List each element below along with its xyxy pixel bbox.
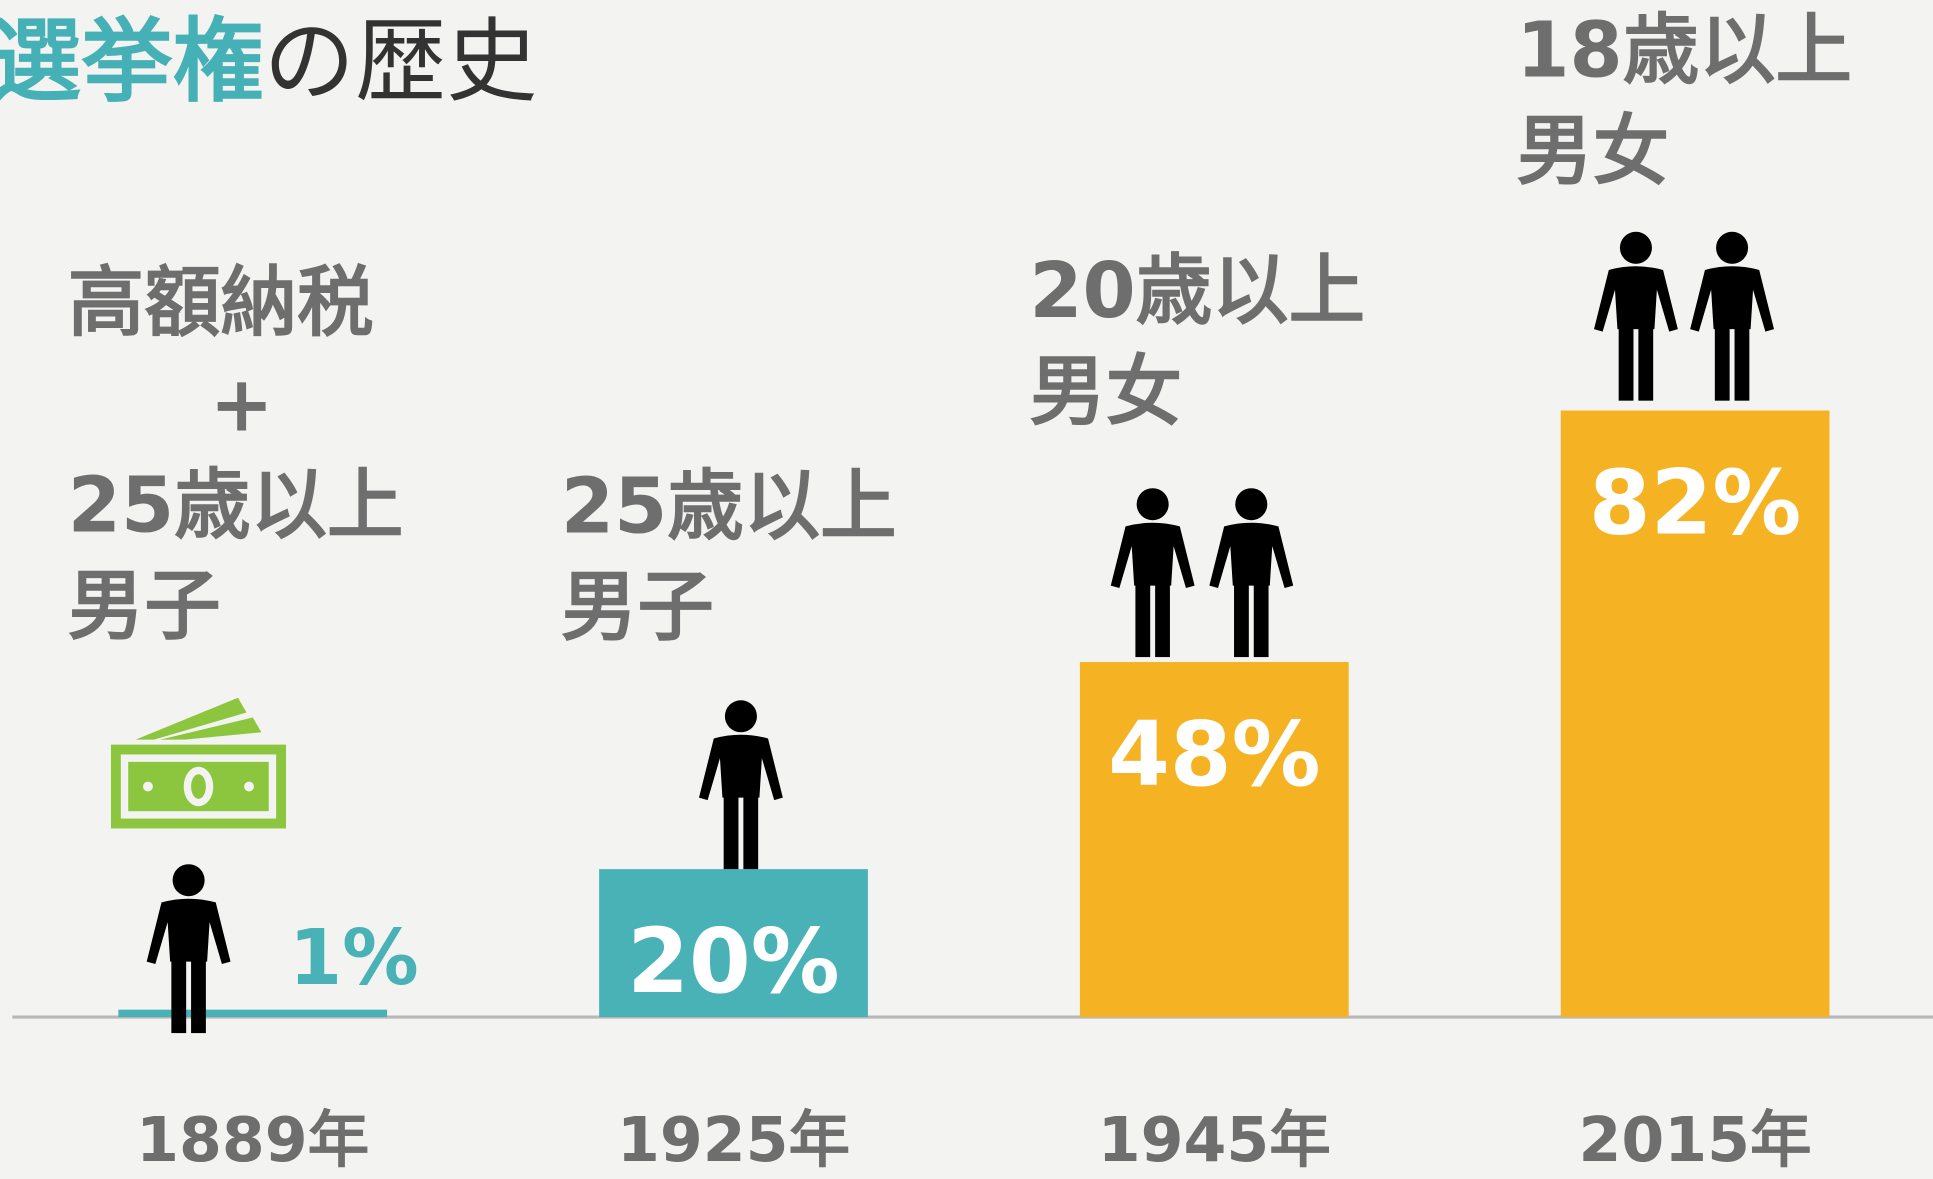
man-icon	[1209, 488, 1294, 658]
head	[1716, 231, 1749, 264]
description: 男子	[561, 564, 714, 653]
man-icon	[1110, 488, 1195, 658]
description: 25歳以上	[561, 463, 897, 552]
leg	[191, 959, 206, 1034]
leg	[1734, 326, 1750, 401]
head	[172, 864, 205, 897]
description: 男女	[1516, 108, 1669, 197]
man-icon	[1594, 231, 1678, 401]
bar	[1560, 410, 1830, 1018]
value-label: 20%	[627, 910, 839, 1013]
value-label: 48%	[1108, 703, 1320, 806]
leg	[723, 795, 739, 870]
description: 18歳以上	[1516, 6, 1852, 95]
bar	[599, 869, 868, 1018]
description: 男子	[68, 562, 221, 651]
money-icon	[110, 697, 287, 829]
head	[1235, 488, 1268, 521]
title-highlight: 選挙権	[0, 8, 264, 115]
x-tick-label: 1925年	[617, 1104, 850, 1176]
description: 高額納税	[68, 259, 374, 348]
x-tick-label: 1945年	[1098, 1104, 1331, 1176]
value-label: 82%	[1589, 452, 1801, 555]
description: +	[210, 360, 274, 449]
leg	[1638, 326, 1654, 401]
leg	[1618, 326, 1634, 401]
bar	[1079, 662, 1349, 1018]
head	[1136, 488, 1169, 521]
leg	[743, 795, 759, 870]
x-tick-label: 2015年	[1579, 1104, 1812, 1176]
man-icon	[146, 864, 231, 1034]
leg	[1253, 583, 1269, 658]
head	[1619, 231, 1652, 264]
x-tick-label: 1889年	[136, 1104, 369, 1176]
description: 20歳以上	[1029, 247, 1365, 336]
leg	[1714, 326, 1730, 401]
torso	[146, 898, 231, 965]
man-icon	[698, 700, 783, 870]
description: 25歳以上	[68, 461, 404, 550]
head	[724, 700, 757, 733]
torso	[1110, 522, 1195, 589]
leg	[171, 959, 187, 1034]
value-label: 1%	[289, 914, 419, 1003]
leg	[1135, 583, 1151, 658]
torso	[1594, 266, 1678, 332]
title-rest: の歴史	[264, 8, 538, 115]
chart-title: 選挙権の歴史	[0, 8, 537, 115]
description: 男女	[1029, 348, 1182, 437]
leg	[1234, 583, 1249, 658]
torso	[698, 734, 783, 801]
leg	[1155, 583, 1170, 658]
bar	[118, 1009, 388, 1018]
torso	[1690, 266, 1774, 332]
torso	[1209, 522, 1294, 589]
man-icon	[1690, 231, 1774, 401]
